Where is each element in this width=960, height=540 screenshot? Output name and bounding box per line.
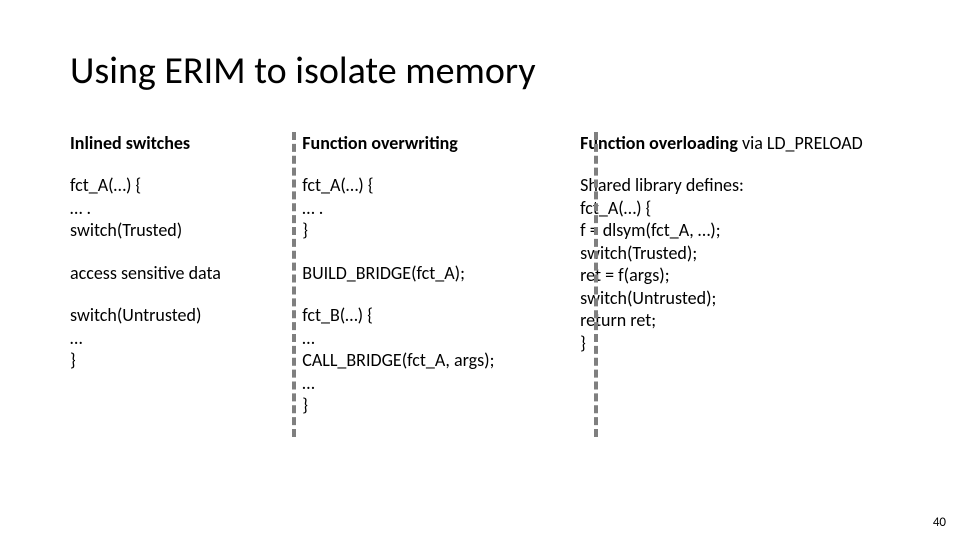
- slide-title: Using ERIM to isolate memory: [70, 48, 890, 94]
- columns-container: Inlined switches fct_A(…) { … . switch(T…: [70, 132, 890, 442]
- heading-light-part: via LD_PRELOAD: [738, 132, 863, 154]
- code-block-mid-0: fct_A(…) { … . }: [302, 174, 530, 242]
- column-inlined-switches: Inlined switches fct_A(…) { … . switch(T…: [70, 132, 252, 392]
- column-function-overloading: Function overloading via LD_PRELOAD Shar…: [580, 132, 890, 374]
- heading-function-overloading: Function overloading via LD_PRELOAD: [580, 132, 890, 154]
- code-block-mid-2: fct_B(…) { … CALL_BRIDGE(fct_A, args); ……: [302, 304, 530, 417]
- page-number: 40: [933, 515, 946, 530]
- divider-1: [292, 132, 296, 437]
- heading-bold-part: Function overloading: [580, 132, 738, 154]
- code-block-left-0: fct_A(…) { … . switch(Trusted): [70, 174, 252, 242]
- heading-function-overwriting: Function overwriting: [302, 132, 530, 154]
- column-function-overwriting: Function overwriting fct_A(…) { … . } BU…: [302, 132, 530, 437]
- divider-2: [594, 132, 598, 437]
- code-block-left-2: switch(Untrusted) … }: [70, 304, 252, 372]
- heading-inlined-switches: Inlined switches: [70, 132, 252, 154]
- slide: Using ERIM to isolate memory Inlined swi…: [0, 0, 960, 540]
- code-block-mid-1: BUILD_BRIDGE(fct_A);: [302, 262, 530, 285]
- code-block-left-1: access sensitive data: [70, 262, 252, 285]
- code-block-right-0: Shared library defines: fct_A(…) { f = d…: [580, 174, 890, 354]
